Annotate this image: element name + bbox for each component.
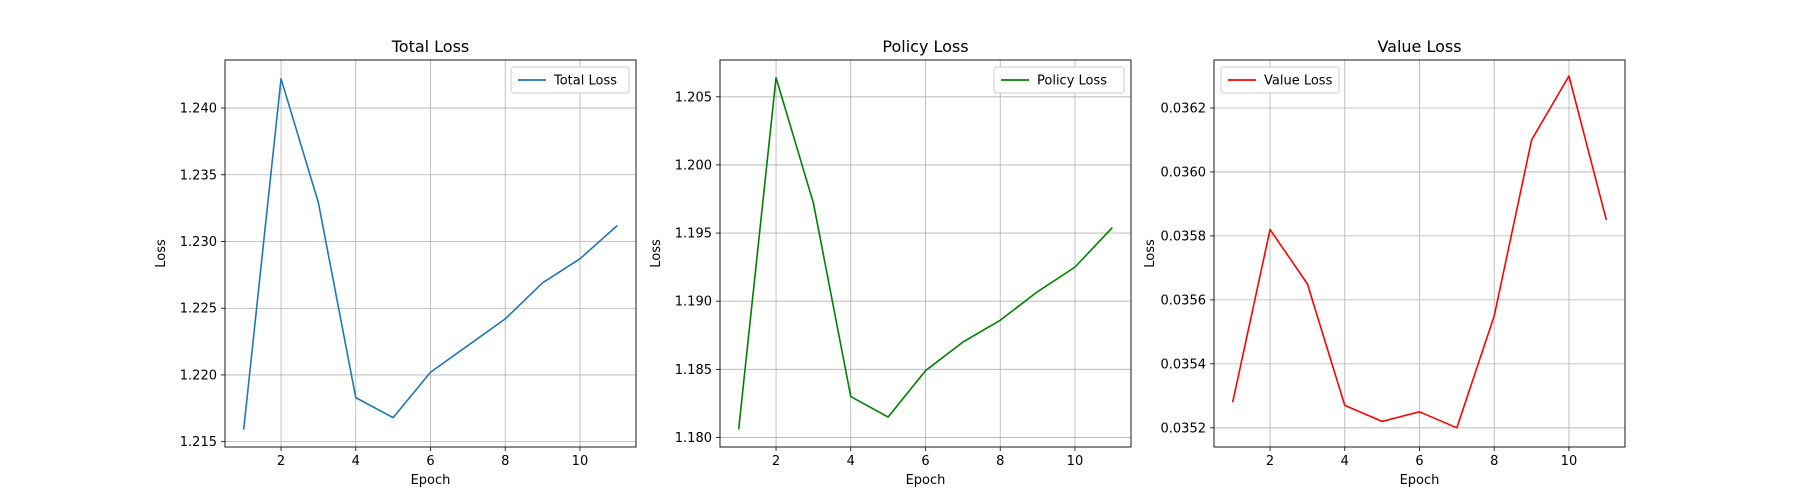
data-point bbox=[1456, 427, 1458, 429]
data-point bbox=[850, 396, 852, 398]
y-axis-label: Loss bbox=[154, 239, 169, 268]
data-point bbox=[1037, 291, 1039, 293]
data-point bbox=[355, 397, 357, 399]
x-tick-label: 10 bbox=[1561, 454, 1578, 469]
data-point bbox=[1074, 266, 1076, 268]
data-point bbox=[542, 282, 544, 284]
series-line-total-loss bbox=[242, 77, 618, 430]
data-point bbox=[504, 318, 506, 320]
data-point bbox=[467, 345, 469, 347]
x-tick-label: 6 bbox=[921, 454, 929, 469]
data-point bbox=[1419, 411, 1421, 413]
legend-box bbox=[993, 66, 1125, 94]
data-point bbox=[925, 370, 927, 372]
data-point bbox=[1568, 75, 1570, 77]
x-tick-label: 4 bbox=[352, 454, 360, 469]
data-point bbox=[430, 371, 432, 373]
data-point bbox=[392, 417, 394, 419]
chart-title: Policy Loss bbox=[882, 37, 968, 56]
data-point bbox=[1111, 227, 1113, 229]
x-axis-label: Epoch bbox=[411, 473, 451, 488]
y-axis-label: Loss bbox=[649, 239, 664, 268]
y-tick-label: 1.215 bbox=[180, 435, 217, 450]
x-tick-label: 8 bbox=[996, 454, 1004, 469]
y-tick-label: 0.0354 bbox=[1161, 357, 1207, 372]
axes-frame bbox=[1213, 59, 1626, 448]
legend-box bbox=[510, 66, 630, 94]
data-point bbox=[1531, 139, 1533, 141]
data-point bbox=[243, 429, 245, 431]
chart-title: Value Loss bbox=[1377, 37, 1461, 56]
chart-panel-2: 2 4 6 8 10 1.180 1.185 1.190 1.195 1.200 1.205 Poli… bbox=[649, 37, 1132, 488]
legend-box bbox=[1220, 66, 1340, 94]
data-point bbox=[579, 258, 581, 260]
y-tick-label: 1.240 bbox=[180, 102, 217, 117]
legend-label: Value Loss bbox=[1264, 74, 1333, 89]
data-point bbox=[318, 202, 320, 204]
chart-panel-1: 2 4 6 8 10 1.215 1.220 1.225 1.230 1.235 1.240 Tota… bbox=[154, 37, 637, 488]
legend-label: Policy Loss bbox=[1037, 74, 1107, 89]
y-tick-label: 1.225 bbox=[180, 302, 217, 317]
x-tick-label: 6 bbox=[1415, 454, 1423, 469]
x-tick-label: 8 bbox=[501, 454, 509, 469]
data-point bbox=[962, 341, 964, 343]
legend-label: Total Loss bbox=[553, 74, 617, 89]
y-tick-label: 0.0356 bbox=[1161, 293, 1207, 308]
data-point bbox=[1605, 219, 1607, 221]
series-line-policy-loss bbox=[737, 76, 1113, 430]
data-point bbox=[1232, 401, 1234, 403]
y-tick-label: 1.235 bbox=[180, 168, 217, 183]
data-point bbox=[616, 225, 618, 227]
data-point bbox=[1381, 421, 1383, 423]
data-point bbox=[1307, 283, 1309, 285]
y-tick-label: 1.205 bbox=[675, 90, 712, 105]
y-tick-label: 0.0360 bbox=[1161, 165, 1207, 180]
legend: Total Loss bbox=[510, 66, 630, 94]
x-tick-label: 8 bbox=[1490, 454, 1498, 469]
legend: Policy Loss bbox=[993, 66, 1125, 94]
x-tick-label: 6 bbox=[426, 454, 434, 469]
x-tick-label: 10 bbox=[1067, 454, 1084, 469]
x-axis-label: Epoch bbox=[1400, 473, 1440, 488]
chart-panel-3: 2 4 6 8 10 0.0352 0.0354 0.0356 0.0358 0.0360 0.03… bbox=[1143, 37, 1626, 488]
data-point bbox=[887, 416, 889, 418]
x-tick-label: 2 bbox=[277, 454, 285, 469]
y-tick-label: 1.195 bbox=[675, 227, 712, 242]
y-axis-label: Loss bbox=[1143, 239, 1158, 268]
y-tick-label: 0.0362 bbox=[1161, 101, 1207, 116]
y-tick-label: 0.0358 bbox=[1161, 229, 1207, 244]
x-tick-label: 2 bbox=[772, 454, 780, 469]
data-point bbox=[775, 77, 777, 79]
data-point bbox=[1493, 315, 1495, 317]
x-axis-label: Epoch bbox=[906, 473, 946, 488]
data-point bbox=[738, 428, 740, 430]
axes-frame bbox=[719, 59, 1132, 448]
axes-frame bbox=[224, 59, 637, 448]
y-tick-label: 1.230 bbox=[180, 235, 217, 250]
x-tick-label: 4 bbox=[1341, 454, 1349, 469]
data-point bbox=[813, 202, 815, 204]
data-point bbox=[1344, 405, 1346, 407]
data-point bbox=[280, 78, 282, 80]
y-tick-label: 1.185 bbox=[675, 363, 712, 378]
data-point bbox=[999, 319, 1001, 321]
y-tick-label: 1.190 bbox=[675, 295, 712, 310]
y-tick-label: 1.220 bbox=[180, 368, 217, 383]
series-line-value-loss bbox=[1231, 75, 1608, 429]
chart-title: Total Loss bbox=[391, 37, 470, 56]
y-tick-label: 1.180 bbox=[675, 431, 712, 446]
y-tick-label: 1.200 bbox=[675, 158, 712, 173]
x-tick-label: 4 bbox=[847, 454, 855, 469]
y-tick-label: 0.0352 bbox=[1161, 421, 1207, 436]
x-tick-label: 10 bbox=[572, 454, 589, 469]
x-tick-label: 2 bbox=[1266, 454, 1274, 469]
legend: Value Loss bbox=[1220, 66, 1340, 94]
data-point bbox=[1269, 229, 1271, 231]
